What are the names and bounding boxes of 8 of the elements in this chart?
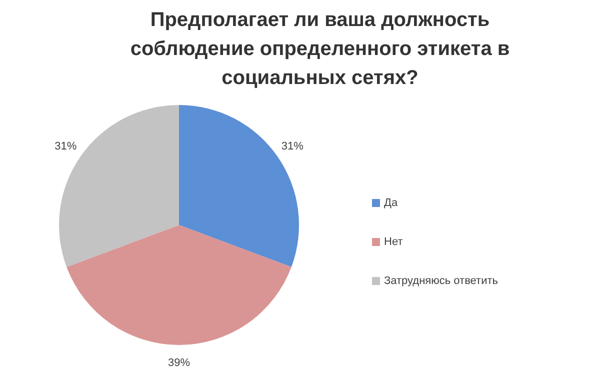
data-label: 39% (168, 357, 190, 369)
data-label: 31% (281, 140, 304, 152)
pie-slice (66, 225, 292, 345)
legend-label: Да (384, 197, 398, 209)
legend-label: Нет (384, 236, 403, 248)
data-label: 31% (54, 140, 77, 152)
chart-title: Предполагает ли ваша должность соблюдение определенного этикета в социальных сетях? (129, 8, 511, 91)
legend-label: Затрудняюсь ответить (384, 275, 498, 287)
